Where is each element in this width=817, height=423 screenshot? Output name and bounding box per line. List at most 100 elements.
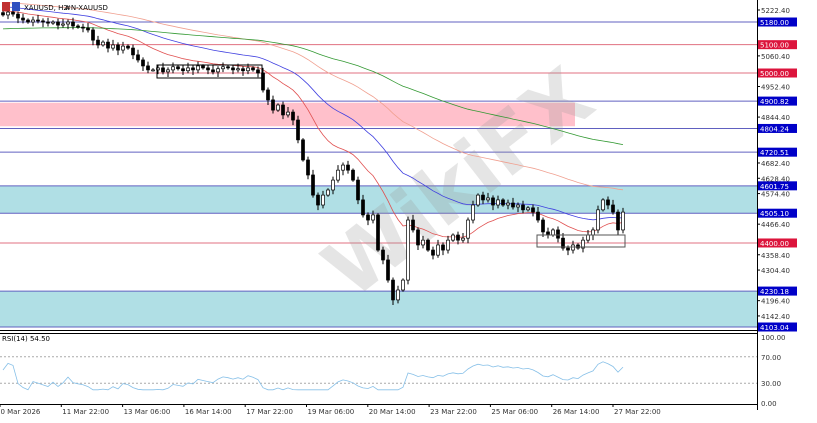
bearish-candle (416, 229, 420, 246)
zones-layer (0, 102, 757, 328)
bullish-candle (451, 234, 455, 241)
support-zone (0, 291, 757, 328)
bullish-candle (586, 234, 590, 241)
bullish-candle (551, 229, 555, 236)
bullish-candle (421, 239, 425, 246)
bullish-candle (196, 65, 200, 71)
bearish-candle (231, 67, 235, 71)
symbol-description: #N-XAUUSD (65, 4, 108, 12)
bearish-candle (96, 39, 100, 46)
bullish-candle (516, 204, 520, 208)
level-price-badge (758, 68, 797, 78)
bearish-candle (191, 67, 195, 71)
bullish-candle (51, 21, 55, 24)
bullish-candle (166, 69, 170, 73)
bearish-candle (106, 41, 110, 49)
level-price-badge (758, 208, 797, 218)
bearish-candle (521, 204, 525, 211)
bearish-candle (431, 249, 435, 256)
bullish-candle (471, 204, 475, 221)
price-tick-label: 5222.40 (761, 7, 790, 15)
bearish-candle (361, 199, 365, 216)
bearish-candle (76, 25, 80, 28)
bearish-candle (366, 214, 370, 221)
bearish-candle (36, 19, 40, 22)
level-price-badge (758, 322, 797, 332)
bearish-candle (46, 21, 50, 24)
price-tick-label: 4844.40 (761, 114, 790, 122)
bearish-candle (256, 69, 260, 74)
rsi-tick-label: 0.00 (761, 400, 777, 408)
bearish-candle (21, 17, 25, 21)
bearish-candle (606, 199, 610, 206)
bearish-candle (16, 13, 20, 19)
bearish-candle (176, 66, 180, 70)
symbol-title: XAUUSD, H2: (24, 4, 70, 12)
bullish-candle (591, 229, 595, 236)
bearish-candle (281, 104, 285, 116)
bearish-candle (426, 239, 430, 251)
level-price-label: 5180.00 (760, 19, 789, 27)
bearish-candle (146, 65, 150, 71)
consolidation-box (156, 64, 263, 79)
price-tick-label: 4304.40 (761, 267, 790, 275)
price-tick-label: 4574.40 (761, 191, 790, 199)
bullish-candle (31, 19, 35, 23)
bearish-candle (391, 279, 395, 301)
time-axis: 10 Mar 2026 11 Mar 22:00 13 Mar 06:00 16 Ma… (0, 404, 661, 416)
price-tick-label: 4682.40 (761, 160, 790, 168)
level-price-label: 5100.00 (760, 42, 789, 50)
time-tick-label: 26 Mar 14:00 (553, 408, 600, 416)
bullish-candle (331, 179, 335, 191)
level-price-label: 4804.24 (760, 125, 789, 133)
bullish-candle (326, 189, 330, 196)
bearish-candle (41, 20, 45, 23)
bearish-candle (381, 249, 385, 261)
bearish-candle (26, 19, 30, 23)
bearish-candle (356, 179, 360, 201)
level-price-badge (758, 238, 797, 248)
price-tick-label: 4196.40 (761, 298, 790, 306)
time-tick-label: 16 Mar 14:00 (185, 408, 232, 416)
bullish-candle (336, 169, 340, 181)
bearish-candle (346, 164, 350, 171)
bearish-candle (556, 229, 560, 239)
time-tick-label: 19 Mar 06:00 (308, 408, 355, 416)
bearish-candle (501, 199, 505, 206)
price-tick-label: 4628.40 (761, 175, 790, 183)
level-price-badge (758, 96, 797, 106)
bullish-candle (506, 202, 510, 206)
bearish-candle (126, 45, 130, 49)
chart-icon (12, 2, 20, 11)
bullish-candle (246, 67, 250, 72)
bullish-candle (596, 209, 600, 231)
bearish-candle (136, 54, 140, 61)
bearish-candle (566, 247, 570, 251)
bearish-candle (291, 111, 295, 121)
bearish-candle (376, 214, 380, 251)
chart-icon (2, 2, 10, 11)
bearish-candle (611, 204, 615, 213)
bearish-candle (316, 194, 320, 206)
level-price-badge (758, 286, 797, 296)
level-price-badge (758, 123, 797, 133)
bearish-candle (91, 29, 95, 41)
bearish-candle (511, 202, 515, 208)
bullish-candle (221, 66, 225, 70)
rsi-tick-label: 30.00 (761, 380, 781, 388)
bullish-candle (321, 194, 325, 206)
bearish-candle (261, 72, 265, 91)
bearish-candle (56, 21, 60, 26)
bullish-candle (171, 66, 175, 71)
price-tick-label: 4952.40 (761, 83, 790, 91)
bearish-candle (301, 139, 305, 161)
time-tick-label: 20 Mar 14:00 (369, 408, 416, 416)
bullish-candle (466, 219, 470, 239)
bullish-candle (286, 111, 290, 116)
bullish-candle (276, 104, 280, 111)
bearish-candle (491, 197, 495, 206)
bearish-candle (351, 169, 355, 181)
ma-long-line (2, 27, 624, 145)
level-price-label: 4505.10 (760, 210, 789, 218)
